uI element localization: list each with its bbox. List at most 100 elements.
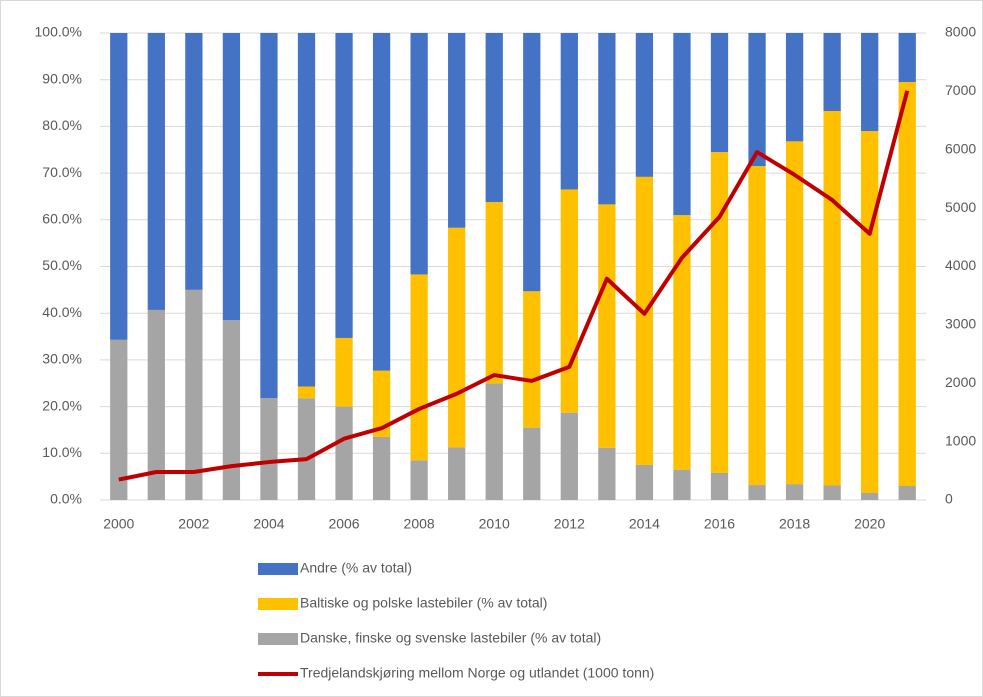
- bar-segment: [335, 337, 353, 407]
- line-series: [118, 90, 910, 482]
- bar-segment: [598, 33, 616, 205]
- bar-segment: [485, 33, 503, 203]
- bar-segment: [222, 33, 241, 321]
- bar-segment: [598, 447, 616, 500]
- y-tick-label: 20.0%: [42, 397, 82, 413]
- bar-segment: [297, 398, 316, 500]
- x-tick-label: 2008: [404, 516, 435, 532]
- x-tick-label: 2000: [103, 516, 134, 532]
- bar-segment: [560, 412, 578, 500]
- bar-segment: [335, 406, 353, 500]
- bar-segment: [898, 82, 916, 486]
- bar-segment: [372, 370, 391, 437]
- y-tick-label: 30.0%: [42, 351, 82, 367]
- bar-segment: [372, 436, 391, 500]
- x-tick-label: 2018: [779, 516, 810, 532]
- bar-segment: [335, 33, 353, 338]
- legend-label: Danske, finske og svenske lastebiler (% …: [300, 630, 601, 646]
- bar-segment: [110, 339, 128, 500]
- x-tick-label: 2012: [554, 516, 585, 532]
- bar-segment: [598, 204, 616, 448]
- bar-segment: [823, 110, 841, 486]
- bar-segment: [147, 33, 165, 310]
- y-tick-label: 40.0%: [42, 304, 82, 320]
- bar-segment: [898, 33, 916, 83]
- x-tick-label: 2016: [704, 516, 735, 532]
- bar-segment: [673, 33, 691, 216]
- y-tick-label: 80.0%: [42, 117, 82, 133]
- bar-segment: [785, 484, 804, 500]
- y-tick-label: 0.0%: [50, 491, 82, 507]
- bar-segment: [898, 485, 916, 500]
- bar-segment: [147, 309, 165, 500]
- bar-segment: [260, 33, 278, 399]
- bar-segment: [673, 469, 691, 500]
- x-tick-label: 2004: [253, 516, 284, 532]
- x-tick-label: 2020: [854, 516, 885, 532]
- y-tick-label: 10.0%: [42, 444, 82, 460]
- y-tick-label: 70.0%: [42, 164, 82, 180]
- bar-segment: [485, 202, 503, 384]
- bar-segment: [823, 485, 841, 500]
- bar-segment: [861, 33, 879, 132]
- bar-segment: [297, 386, 316, 399]
- bar-segment: [785, 33, 804, 142]
- bar-segment: [710, 472, 729, 500]
- bar-segment: [823, 33, 841, 111]
- x-tick-label: 2014: [629, 516, 660, 532]
- x-tick-label: 2010: [479, 516, 510, 532]
- y-tick-label: 90.0%: [42, 70, 82, 86]
- bar-segment: [448, 447, 466, 500]
- bar-segment: [748, 33, 766, 167]
- y2-tick-label: 6000: [945, 140, 976, 156]
- legend-marker: [258, 633, 298, 645]
- bar-segment: [560, 33, 578, 190]
- bar-segment: [748, 485, 766, 500]
- y2-tick-label: 3000: [945, 316, 976, 332]
- y2-tick-label: 7000: [945, 82, 976, 98]
- bar-segment: [297, 33, 316, 387]
- bar-segment: [260, 398, 278, 500]
- bar-segment: [748, 166, 766, 486]
- legend-label: Andre (% av total): [300, 560, 412, 576]
- bar-segment: [485, 383, 503, 500]
- y2-tick-label: 5000: [945, 199, 976, 215]
- bar-segment: [110, 33, 128, 340]
- bar-segment: [222, 320, 241, 500]
- y2-tick-label: 8000: [945, 24, 976, 40]
- bar-segment: [523, 427, 541, 500]
- bar-segment: [635, 176, 654, 465]
- bar-segment: [861, 492, 879, 500]
- bar-segment: [410, 460, 428, 500]
- bar-segment: [185, 289, 203, 500]
- bar-segment: [448, 33, 466, 228]
- bar-segment: [523, 33, 541, 292]
- bar-segment: [635, 464, 654, 500]
- bar-segment: [185, 33, 203, 290]
- bar-segment: [635, 33, 654, 177]
- bar-segment: [710, 152, 729, 473]
- legend-marker: [258, 563, 298, 575]
- bar-segment: [710, 33, 729, 153]
- x-tick-label: 2006: [328, 516, 359, 532]
- y2-tick-label: 1000: [945, 432, 976, 448]
- bar-segment: [785, 141, 804, 485]
- y-tick-label: 60.0%: [42, 211, 82, 227]
- bar-segment: [410, 274, 428, 461]
- legend-marker: [258, 598, 298, 610]
- legend-label: Baltiske og polske lastebiler (% av tota…: [300, 595, 547, 611]
- bar-segment: [861, 131, 879, 493]
- legend-label: Tredjelandskjøring mellom Norge og utlan…: [300, 665, 654, 681]
- bar-segment: [372, 33, 391, 371]
- y-tick-label: 50.0%: [42, 257, 82, 273]
- bar-segment: [560, 189, 578, 413]
- y2-tick-label: 4000: [945, 257, 976, 273]
- y-tick-label: 100.0%: [35, 24, 82, 40]
- bar-segment: [410, 33, 428, 275]
- y2-tick-label: 0: [945, 491, 953, 507]
- y2-tick-label: 2000: [945, 374, 976, 390]
- bar-segment: [673, 215, 691, 470]
- bar-segment: [448, 227, 466, 448]
